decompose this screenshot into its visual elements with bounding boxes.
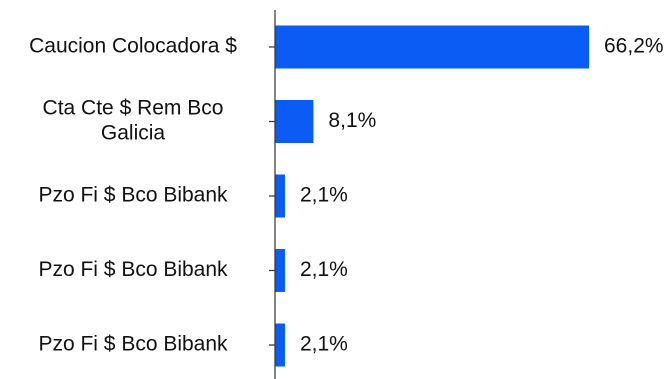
- value-labels-group: 66,2% 8,1% 2,1% 2,1% 2,1%: [300, 35, 664, 356]
- bar: [275, 323, 285, 367]
- axis-group: [269, 10, 276, 379]
- bars-group: [275, 25, 589, 367]
- category-label: Cta Cte $ Rem Bco Galicia: [43, 97, 224, 145]
- category-label: Pzo Fi $ Bco Bibank: [38, 258, 228, 281]
- category-label: Pzo Fi $ Bco Bibank: [38, 333, 228, 356]
- bar: [275, 249, 285, 292]
- value-label: 2,1%: [300, 333, 348, 356]
- category-label-line: Pzo Fi $ Bco Bibank: [38, 333, 228, 356]
- bar: [275, 174, 285, 218]
- category-label: Pzo Fi $ Bco Bibank: [38, 184, 228, 207]
- bar: [275, 25, 589, 69]
- value-label: 2,1%: [300, 184, 348, 207]
- category-labels-group: Caucion Colocadora $ Cta Cte $ Rem Bco Gal…: [29, 35, 237, 356]
- bar: [275, 100, 314, 143]
- category-label: Caucion Colocadora $: [29, 35, 237, 58]
- category-label-line: Cta Cte $ Rem Bco: [43, 97, 224, 120]
- category-label-line: Pzo Fi $ Bco Bibank: [38, 184, 228, 207]
- category-label-line: Pzo Fi $ Bco Bibank: [38, 258, 228, 281]
- category-label-line: Caucion Colocadora $: [29, 35, 237, 58]
- category-label-line: Galicia: [101, 122, 166, 145]
- value-label: 66,2%: [604, 35, 664, 58]
- value-label: 8,1%: [328, 109, 376, 132]
- value-label: 2,1%: [300, 258, 348, 281]
